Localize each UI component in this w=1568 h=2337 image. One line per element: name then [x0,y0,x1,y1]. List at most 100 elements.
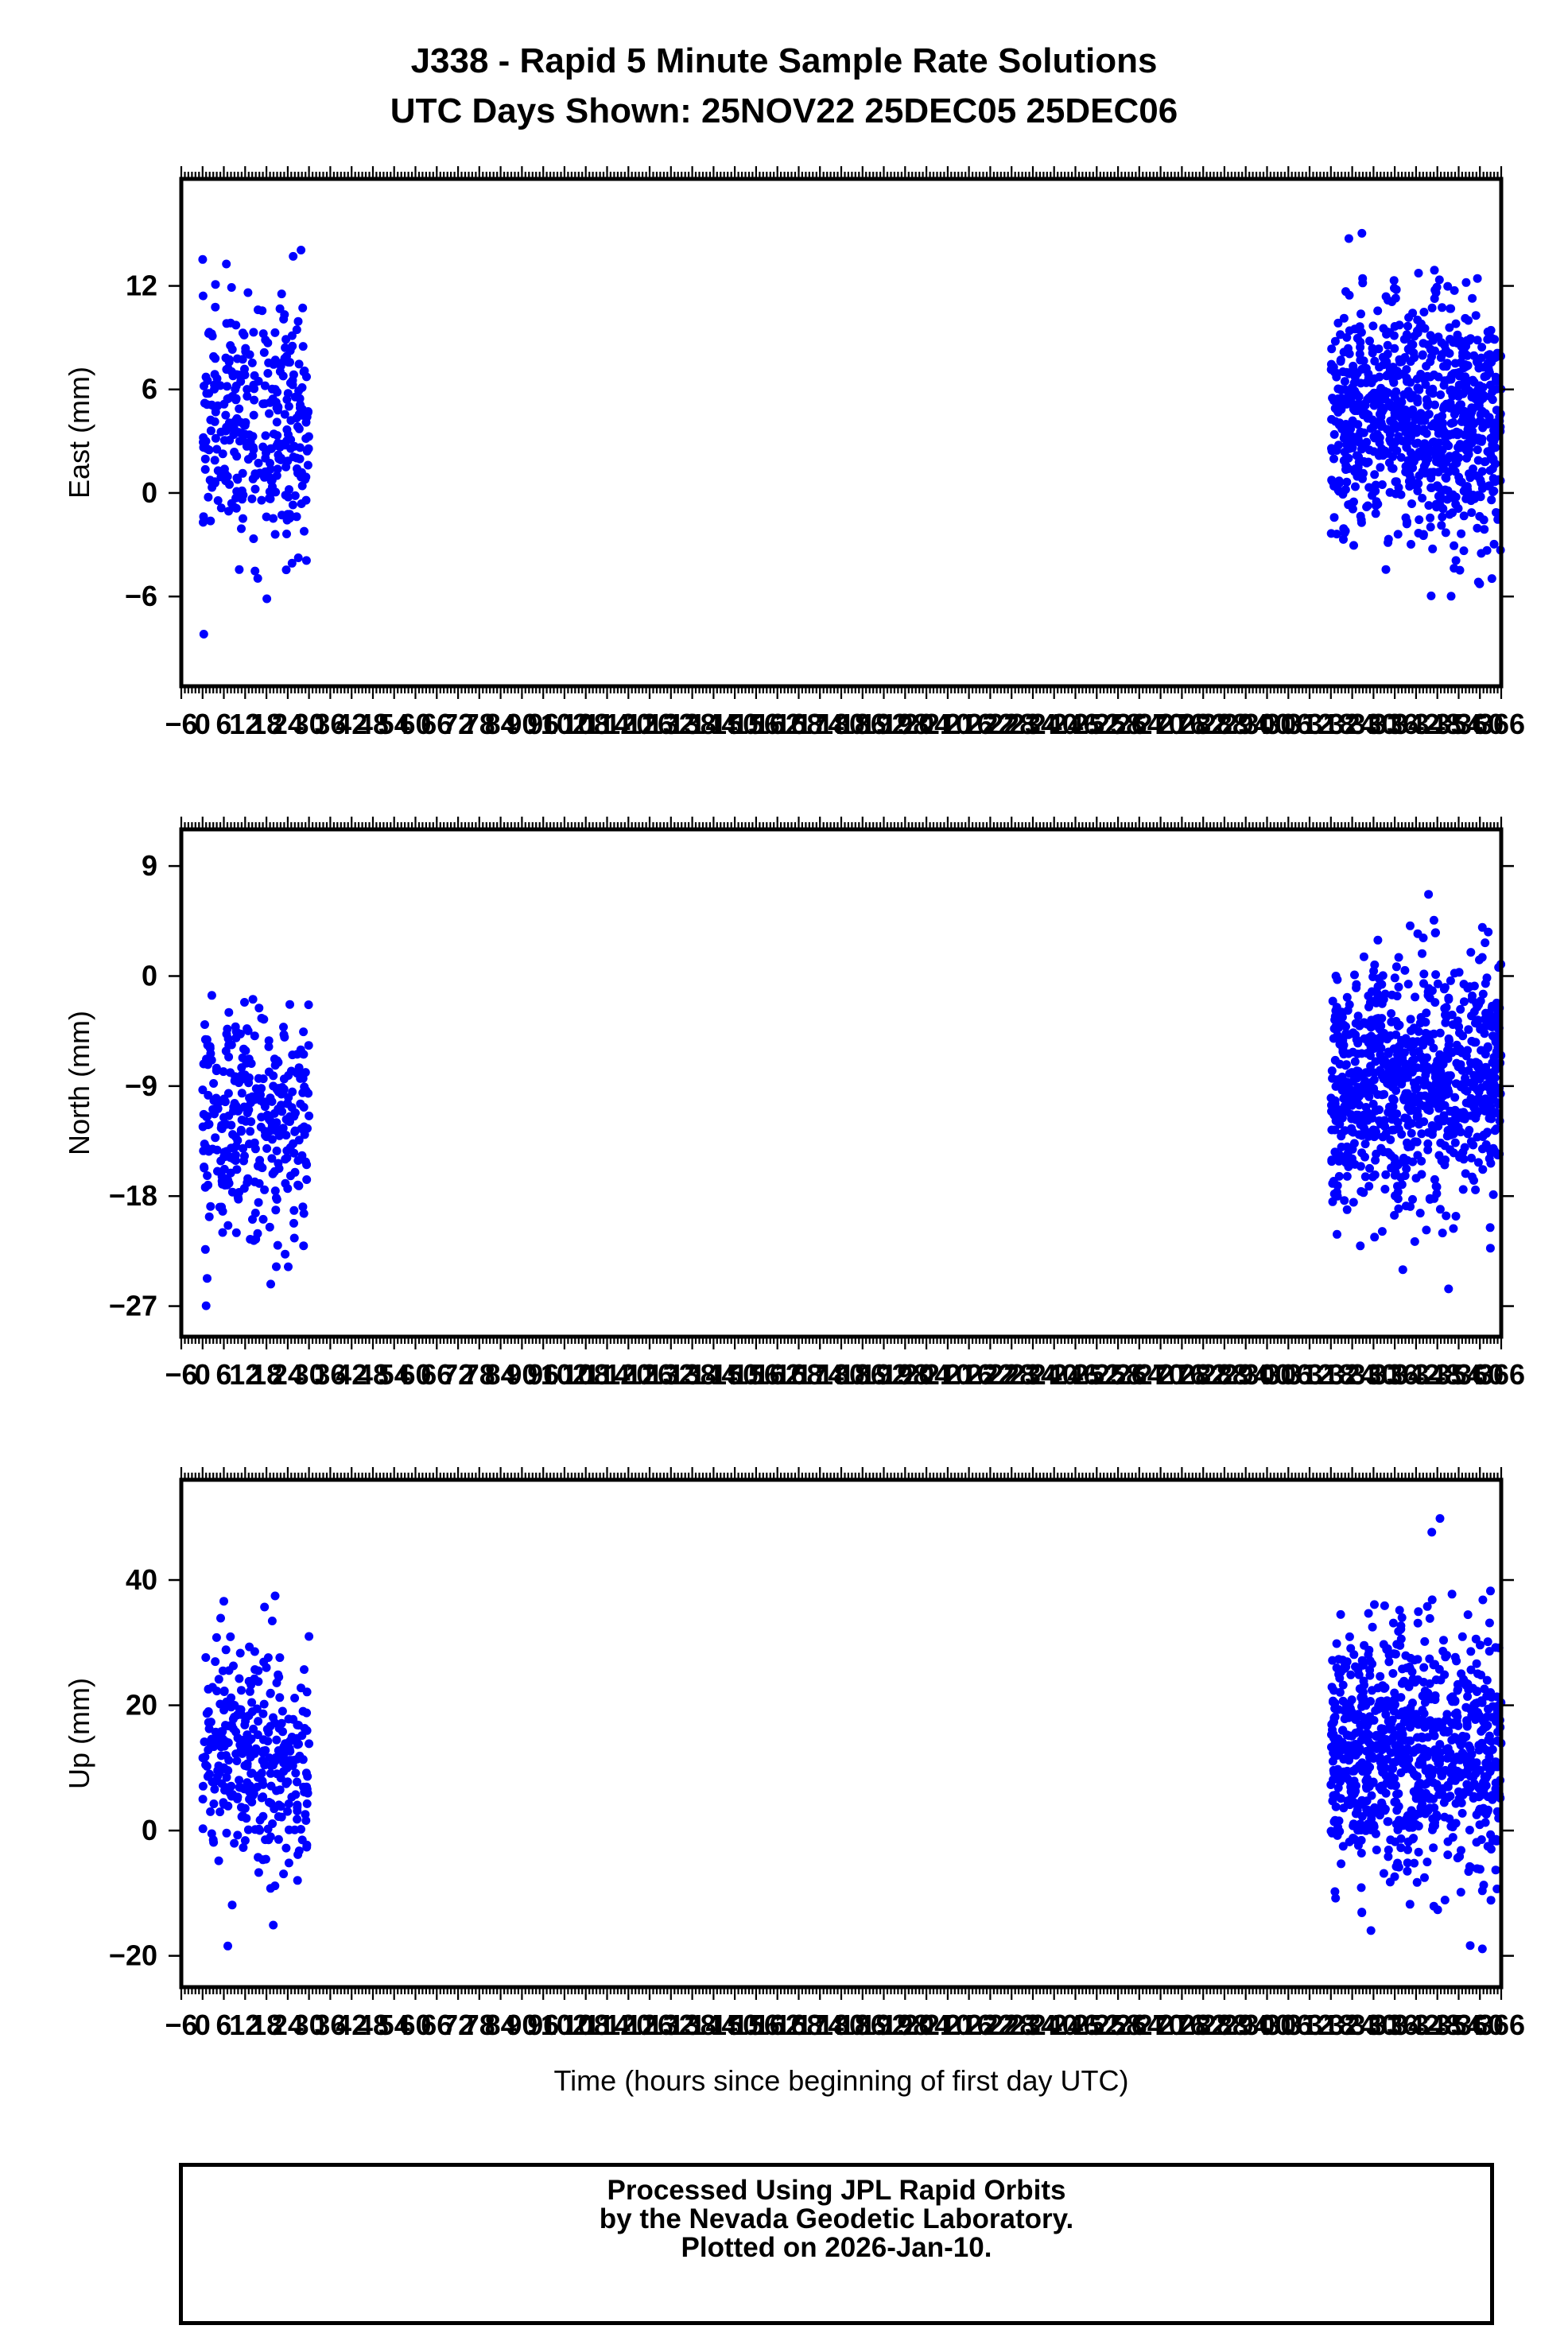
x-tick-label: 324 [1329,2009,1376,2041]
x-tick-label: 276 [1158,1358,1205,1391]
x-tick-label: 174 [796,708,844,740]
data-point [1411,992,1420,1002]
data-point [1420,1873,1429,1882]
data-point [1454,1684,1463,1694]
data-point [1391,1191,1399,1201]
footer-line2: by the Nevada Geodetic Laboratory. [599,2203,1074,2234]
data-point [1471,1634,1481,1644]
data-point [204,445,214,455]
data-point [293,1876,302,1885]
data-point [238,328,247,338]
data-point [233,1106,243,1116]
data-point [1474,436,1484,445]
data-point [207,1734,216,1744]
x-tick-label: 114 [584,2009,630,2041]
data-point [278,1727,287,1737]
data-point [246,437,255,447]
data-point [1430,266,1439,275]
data-point [280,1032,289,1042]
data-point [305,1632,314,1641]
data-point [1465,1826,1474,1834]
data-point [1481,938,1490,948]
data-point [1391,1797,1401,1807]
data-point [237,524,246,534]
data-point [266,1279,275,1289]
data-point [1336,1609,1345,1619]
data-point [274,1834,283,1844]
data-point [1390,1210,1399,1220]
data-point [1431,928,1440,938]
data-point [1487,1737,1496,1746]
data-point [1459,980,1469,989]
data-point [1430,370,1438,379]
x-tick-label: 216 [945,1358,993,1391]
footer-line3: Plotted on 2026-Jan-10. [681,2232,992,2263]
data-point [223,1738,233,1748]
data-point [213,1766,223,1776]
data-point [219,1164,229,1174]
data-point [1368,321,1378,331]
data-point [1344,1731,1353,1741]
data-point [1364,1182,1374,1191]
data-point [1332,1639,1341,1648]
data-point [1478,1595,1488,1605]
data-point [239,1184,249,1193]
data-point [1431,970,1441,980]
data-point [1401,468,1411,476]
panel-1: −60 6121824303642485460667278849096102108… [63,166,1525,740]
data-point [1371,509,1380,518]
data-point [261,431,270,441]
data-point [1441,485,1450,495]
data-point [237,1089,246,1098]
data-point [209,1799,219,1808]
data-point [247,1698,257,1707]
data-point [1345,290,1354,300]
data-point [289,1233,299,1243]
data-point [1465,1941,1475,1951]
data-point [1411,1174,1421,1183]
data-point [263,1653,273,1663]
data-point [1376,463,1385,472]
data-point [204,1684,213,1694]
data-point [204,492,213,502]
data-point [214,1856,223,1865]
data-point [200,398,209,408]
x-tick-label: −6 [165,708,197,740]
data-point [266,1116,275,1126]
data-point [1370,356,1380,366]
data-point [1397,1180,1407,1190]
data-point [1338,1842,1348,1851]
data-point [1485,1618,1494,1628]
data-point [1469,1103,1479,1112]
data-point [1434,332,1443,342]
data-point [285,1143,295,1152]
data-point [1440,1089,1450,1098]
x-tick-label: 108 [562,1358,610,1391]
x-tick-label: 204 [902,708,950,740]
data-point [1451,556,1461,565]
data-point [1379,1869,1388,1878]
data-point [262,512,271,522]
data-point [1448,508,1457,518]
data-point [1328,1656,1337,1665]
data-point [1393,530,1403,539]
x-tick-label: 72 [442,1358,474,1391]
data-point [1375,438,1384,448]
data-point [1487,495,1496,505]
data-point [1479,1743,1488,1753]
x-tick-label: 216 [945,708,993,740]
data-point [244,1105,254,1115]
data-point [278,1107,287,1116]
data-point [1373,935,1383,945]
data-point [299,1241,309,1251]
data-point [211,302,220,312]
data-point [1473,1669,1482,1679]
data-point [1375,399,1384,409]
data-point [223,1722,233,1731]
data-point [1397,1725,1407,1734]
data-point [219,1597,228,1606]
x-tick-label: 78 [464,1358,495,1391]
data-point [1485,392,1495,402]
data-point [1451,499,1461,509]
data-point [1467,1011,1476,1021]
